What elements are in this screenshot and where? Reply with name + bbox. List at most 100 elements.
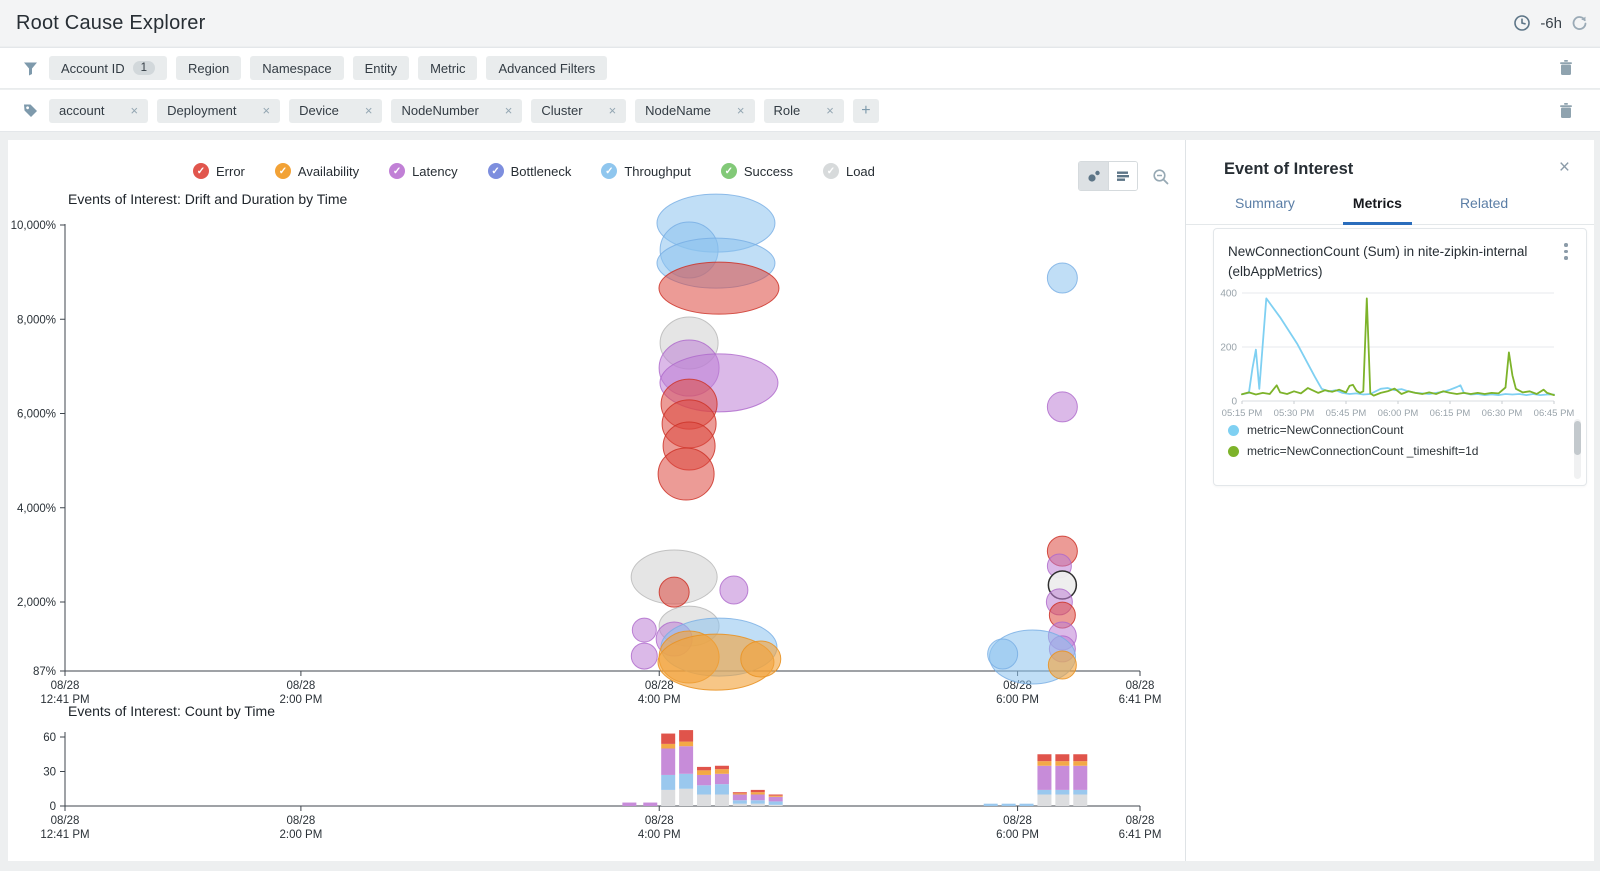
count-bar-segment-throughput[interactable]	[679, 773, 694, 789]
clear-filters-trash-icon[interactable]	[1558, 59, 1574, 77]
drift-bubble-and-count-charts[interactable]: 10,000% 8,000% 6,000% 4,000% 2,000% 87% 08/28 1…	[8, 140, 1185, 861]
count-bar-segment-latency[interactable]	[679, 746, 694, 774]
event-bubble-latency[interactable]	[719, 575, 749, 605]
count-bar-segment-throughput[interactable]	[1001, 803, 1016, 806]
filter-pill-account-id[interactable]: Account ID 1	[49, 56, 167, 80]
tag-chip-cluster[interactable]: Cluster ×	[531, 98, 627, 123]
close-icon[interactable]: ×	[1558, 157, 1570, 178]
count-bar-segment-load[interactable]	[697, 794, 712, 807]
remove-tag-icon[interactable]: ×	[826, 103, 834, 118]
count-bar-segment-latency[interactable]	[732, 794, 747, 801]
metric-line-chart[interactable]: 400 200 005:15 PM 05:30 PM 05:45 PM 06:00 PM 0…	[1214, 285, 1588, 427]
count-bar-segment-availability[interactable]	[1073, 761, 1088, 766]
filter-pill-metric[interactable]: Metric	[418, 56, 478, 80]
legend-item-bottleneck[interactable]: ✓ Bottleneck	[487, 163, 571, 179]
count-bar-segment-load[interactable]	[1055, 794, 1070, 807]
count-bar-segment-throughput[interactable]	[1037, 789, 1052, 795]
count-bar-segment-availability[interactable]	[750, 792, 765, 795]
count-bar-segment-availability[interactable]	[1037, 761, 1052, 766]
count-bar-segment-latency[interactable]	[1055, 765, 1070, 790]
count-bar-segment-latency[interactable]	[661, 748, 676, 775]
count-bar-segment-error[interactable]	[750, 789, 765, 793]
count-bar-segment-throughput[interactable]	[750, 800, 765, 804]
count-bar-segment-error[interactable]	[714, 765, 729, 770]
bubble-view-button[interactable]	[1079, 162, 1108, 190]
remove-tag-icon[interactable]: ×	[736, 103, 745, 118]
count-bar-segment-availability[interactable]	[732, 793, 747, 795]
time-range-value[interactable]: -6h	[1540, 14, 1562, 32]
tab-related[interactable]: Related	[1459, 195, 1509, 211]
count-bar-segment-availability[interactable]	[679, 741, 694, 747]
count-bar-segment-latency[interactable]	[697, 774, 712, 786]
event-bubble-latency[interactable]	[630, 642, 658, 670]
refresh-icon[interactable]	[1571, 15, 1588, 32]
event-bubble-error[interactable]	[657, 447, 715, 501]
count-bar-segment-load[interactable]	[679, 788, 694, 806]
remove-tag-icon[interactable]: ×	[130, 103, 139, 118]
count-bar-segment-throughput[interactable]	[983, 803, 998, 806]
tag-chip-device[interactable]: Device ×	[289, 98, 383, 123]
count-bar-segment-error[interactable]	[1037, 754, 1052, 762]
count-bar-segment-error[interactable]	[1055, 754, 1070, 762]
count-bar-segment-load[interactable]	[661, 789, 676, 806]
count-bar-segment-availability[interactable]	[697, 770, 712, 775]
count-bar-segment-latency[interactable]	[768, 796, 783, 802]
list-view-button[interactable]	[1108, 162, 1137, 190]
count-bar-segment-error[interactable]	[697, 766, 712, 771]
count-bar-segment-load[interactable]	[750, 803, 765, 806]
count-bar-segment-error[interactable]	[732, 792, 747, 794]
count-bar-segment-load[interactable]	[714, 794, 729, 807]
tag-chip-account[interactable]: account ×	[49, 98, 149, 123]
tab-metrics[interactable]: Metrics	[1342, 195, 1412, 225]
count-bar-segment-error[interactable]	[1073, 754, 1088, 762]
count-bar-segment-availability[interactable]	[1055, 761, 1070, 766]
count-bar-segment-availability[interactable]	[714, 769, 729, 774]
remove-tag-icon[interactable]: ×	[504, 103, 513, 118]
remove-tag-icon[interactable]: ×	[608, 103, 617, 118]
count-bar-segment-load[interactable]	[1037, 794, 1052, 807]
count-bar-segment-throughput[interactable]	[732, 800, 747, 804]
remove-tag-icon[interactable]: ×	[262, 103, 271, 118]
metric-legend-item[interactable]: metric=NewConnectionCount	[1228, 423, 1478, 437]
time-picker-icon[interactable]	[1513, 14, 1531, 32]
event-bubble-throughput[interactable]	[987, 638, 1019, 670]
metric-series-line[interactable]	[1241, 297, 1555, 397]
legend-item-success[interactable]: ✓ Success	[720, 163, 793, 179]
count-bar-segment-latency[interactable]	[1037, 765, 1052, 790]
tag-chip-deployment[interactable]: Deployment ×	[157, 98, 281, 123]
legend-item-throughput[interactable]: ✓ Throughput	[601, 163, 691, 179]
count-bar-segment-throughput[interactable]	[1055, 789, 1070, 795]
count-bar-segment-latency[interactable]	[622, 802, 637, 806]
filter-pill-region[interactable]: Region	[176, 56, 242, 80]
count-bar-segment-throughput[interactable]	[768, 801, 783, 805]
count-bar-segment-latency[interactable]	[1073, 765, 1088, 790]
kebab-menu-icon[interactable]	[1559, 243, 1573, 260]
count-bar-segment-availability[interactable]	[768, 795, 783, 797]
event-bubble-error[interactable]	[658, 576, 690, 608]
legend-item-load[interactable]: ✓ Load	[822, 163, 875, 179]
event-bubble-error[interactable]	[658, 261, 780, 315]
scrollbar-thumb[interactable]	[1574, 421, 1581, 455]
filter-pill-entity[interactable]: Entity	[352, 56, 410, 80]
count-bar-segment-throughput[interactable]	[1073, 789, 1088, 795]
event-bubble-latency[interactable]	[1046, 391, 1078, 423]
count-bar-segment-latency[interactable]	[643, 802, 658, 806]
legend-item-error[interactable]: ✓ Error	[193, 163, 245, 179]
count-bar-segment-throughput[interactable]	[1019, 803, 1034, 806]
count-bar-segment-load[interactable]	[1073, 794, 1088, 807]
count-bar-segment-throughput[interactable]	[697, 785, 712, 795]
event-bubble-availability[interactable]	[1047, 650, 1077, 680]
count-bar-segment-load[interactable]	[768, 804, 783, 806]
tag-chip-role[interactable]: Role ×	[763, 98, 844, 123]
add-tag-button[interactable]: +	[852, 98, 879, 123]
count-bar-segment-throughput[interactable]	[714, 784, 729, 795]
count-bar-segment-error[interactable]	[661, 733, 676, 744]
event-bubble-throughput[interactable]	[1046, 262, 1078, 294]
event-bubble-availability[interactable]	[740, 640, 782, 678]
count-bar-segment-throughput[interactable]	[661, 774, 676, 790]
clear-tags-trash-icon[interactable]	[1558, 102, 1574, 120]
count-bar-segment-error[interactable]	[679, 730, 694, 742]
count-bar-segment-latency[interactable]	[750, 794, 765, 801]
tag-chip-nodename[interactable]: NodeName ×	[635, 98, 755, 123]
filter-pill-namespace[interactable]: Namespace	[250, 56, 344, 80]
